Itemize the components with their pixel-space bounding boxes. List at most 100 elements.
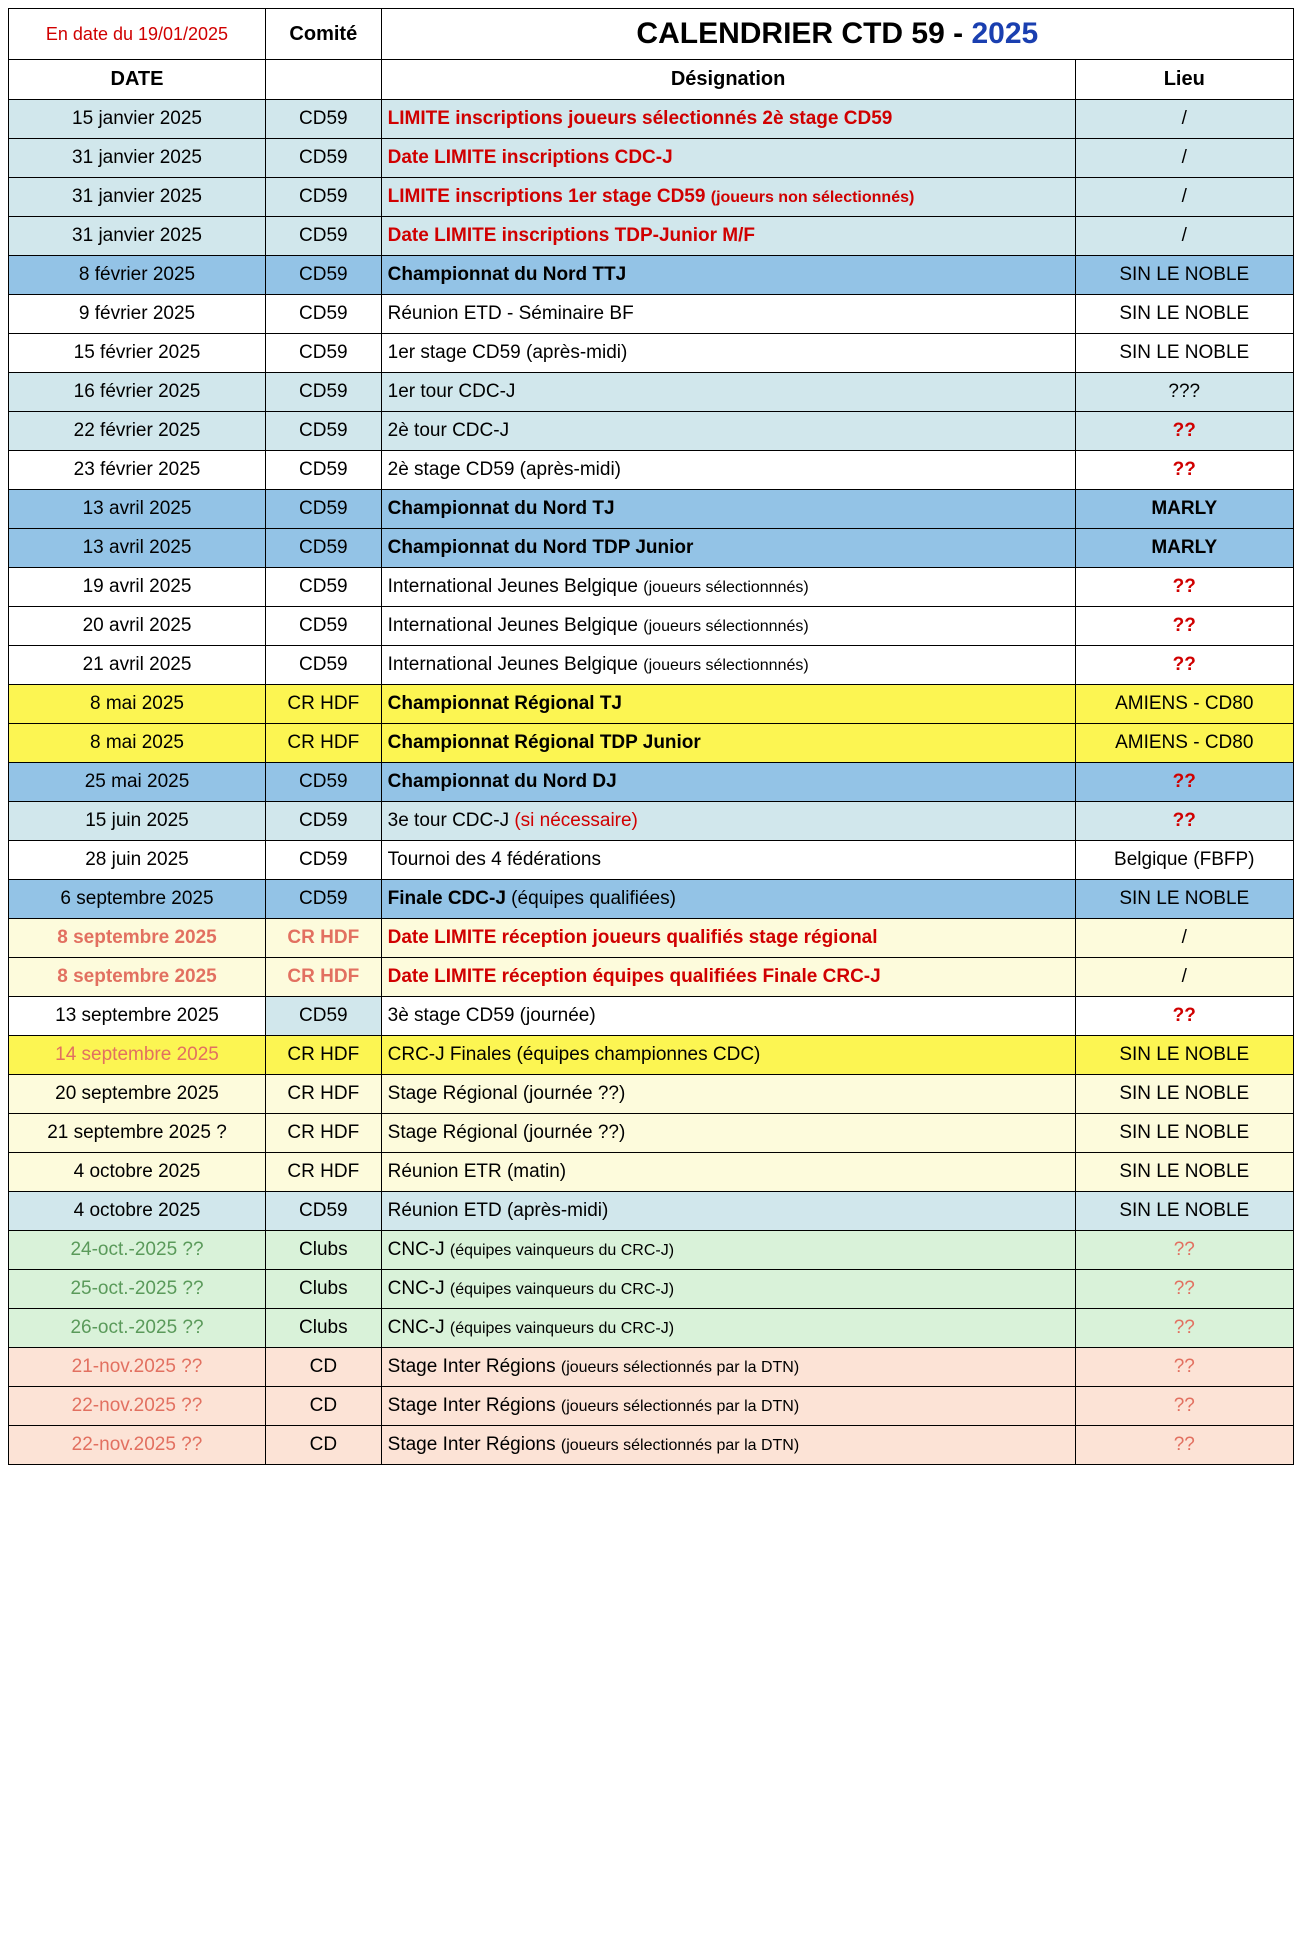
cell-date: 21-nov.2025 ??: [9, 1348, 266, 1387]
cell-designation: LIMITE inscriptions 1er stage CD59 (joue…: [381, 178, 1075, 217]
designation-text: 2è tour CDC-J: [388, 420, 509, 441]
cell-comite: Clubs: [266, 1309, 382, 1348]
designation-small: (équipes vainqueurs du CRC-J): [450, 1320, 674, 1337]
cell-date: 15 juin 2025: [9, 802, 266, 841]
cell-designation: International Jeunes Belgique (joueurs s…: [381, 646, 1075, 685]
cell-lieu: ??: [1075, 607, 1293, 646]
cell-lieu: ??: [1075, 1270, 1293, 1309]
designation-text: CNC-J: [388, 1239, 450, 1260]
cell-designation: CNC-J (équipes vainqueurs du CRC-J): [381, 1270, 1075, 1309]
cell-date: 31 janvier 2025: [9, 139, 266, 178]
designation-text: Stage Inter Régions: [388, 1395, 561, 1416]
designation-text: International Jeunes Belgique: [388, 654, 644, 675]
cell-lieu: ??: [1075, 997, 1293, 1036]
cell-comite: CR HDF: [266, 958, 382, 997]
designation-text: 1er stage CD59 (après-midi): [388, 342, 628, 363]
table-row: 31 janvier 2025CD59Date LIMITE inscripti…: [9, 217, 1294, 256]
cell-designation: CNC-J (équipes vainqueurs du CRC-J): [381, 1231, 1075, 1270]
cell-designation: Stage Inter Régions (joueurs sélectionné…: [381, 1426, 1075, 1465]
cell-date: 13 avril 2025: [9, 490, 266, 529]
cell-lieu: SIN LE NOBLE: [1075, 1192, 1293, 1231]
designation-text: CRC-J Finales (équipes championnes CDC): [388, 1044, 761, 1065]
table-row: 26-oct.-2025 ??ClubsCNC-J (équipes vainq…: [9, 1309, 1294, 1348]
cell-comite: CD59: [266, 997, 382, 1036]
designation-text: Stage Inter Régions: [388, 1356, 561, 1377]
cell-comite: CD59: [266, 1192, 382, 1231]
cell-designation: 1er stage CD59 (après-midi): [381, 334, 1075, 373]
table-row: 20 avril 2025CD59International Jeunes Be…: [9, 607, 1294, 646]
cell-comite: CD59: [266, 646, 382, 685]
cell-lieu: SIN LE NOBLE: [1075, 1075, 1293, 1114]
designation-text: Finale CDC-J: [388, 888, 512, 909]
cell-date: 22 février 2025: [9, 412, 266, 451]
table-row: 8 mai 2025CR HDFChampionnat Régional TDP…: [9, 724, 1294, 763]
table-row: 6 septembre 2025CD59Finale CDC-J (équipe…: [9, 880, 1294, 919]
cell-comite: CR HDF: [266, 1153, 382, 1192]
table-row: 4 octobre 2025CR HDFRéunion ETR (matin)S…: [9, 1153, 1294, 1192]
cell-lieu: SIN LE NOBLE: [1075, 880, 1293, 919]
designation-text: Réunion ETR (matin): [388, 1161, 566, 1182]
cell-date: 31 janvier 2025: [9, 178, 266, 217]
cell-comite: CD59: [266, 412, 382, 451]
designation-extra: (si nécessaire): [514, 810, 638, 831]
cell-date: 21 avril 2025: [9, 646, 266, 685]
designation-small: (joueurs sélectionnnés): [643, 618, 808, 635]
cell-designation: Championnat Régional TJ: [381, 685, 1075, 724]
cell-designation: Tournoi des 4 fédérations: [381, 841, 1075, 880]
cell-date: 19 avril 2025: [9, 568, 266, 607]
table-row: 23 février 2025CD592è stage CD59 (après-…: [9, 451, 1294, 490]
designation-text: LIMITE inscriptions joueurs sélectionnés…: [388, 108, 893, 129]
cell-date: 16 février 2025: [9, 373, 266, 412]
cell-lieu: ??: [1075, 451, 1293, 490]
cell-comite: Clubs: [266, 1231, 382, 1270]
cell-designation: Date LIMITE réception équipes qualifiées…: [381, 958, 1075, 997]
designation-small: (joueurs sélectionnés par la DTN): [561, 1437, 799, 1454]
designation-text: Date LIMITE réception équipes qualifiées…: [388, 966, 881, 987]
cell-comite: CD59: [266, 841, 382, 880]
cell-designation: Championnat du Nord TJ: [381, 490, 1075, 529]
header-comite-label: Comité: [266, 9, 382, 60]
designation-text: Date LIMITE réception joueurs qualifiés …: [388, 927, 878, 948]
designation-text: CNC-J: [388, 1278, 450, 1299]
cell-date: 28 juin 2025: [9, 841, 266, 880]
cell-comite: CR HDF: [266, 1075, 382, 1114]
table-row: 15 janvier 2025CD59LIMITE inscriptions j…: [9, 100, 1294, 139]
cell-date: 15 février 2025: [9, 334, 266, 373]
designation-text: Stage Régional (journée ??): [388, 1083, 626, 1104]
cell-date: 8 mai 2025: [9, 685, 266, 724]
cell-lieu: ??: [1075, 1387, 1293, 1426]
col-lieu: Lieu: [1075, 60, 1293, 100]
table-row: 15 février 2025CD591er stage CD59 (après…: [9, 334, 1294, 373]
cell-lieu: Belgique (FBFP): [1075, 841, 1293, 880]
designation-text: Championnat Régional TDP Junior: [388, 732, 701, 753]
table-row: 31 janvier 2025CD59Date LIMITE inscripti…: [9, 139, 1294, 178]
cell-designation: 2è tour CDC-J: [381, 412, 1075, 451]
table-row: 15 juin 2025CD593e tour CDC-J (si nécess…: [9, 802, 1294, 841]
table-row: 20 septembre 2025CR HDFStage Régional (j…: [9, 1075, 1294, 1114]
cell-comite: CD: [266, 1426, 382, 1465]
cell-designation: LIMITE inscriptions joueurs sélectionnés…: [381, 100, 1075, 139]
header-title-prefix: CALENDRIER CTD 59 -: [636, 17, 971, 50]
table-row: 16 février 2025CD591er tour CDC-J???: [9, 373, 1294, 412]
cell-date: 13 avril 2025: [9, 529, 266, 568]
cell-date: 8 février 2025: [9, 256, 266, 295]
cell-date: 26-oct.-2025 ??: [9, 1309, 266, 1348]
col-comite-empty: [266, 60, 382, 100]
cell-designation: International Jeunes Belgique (joueurs s…: [381, 568, 1075, 607]
cell-designation: Réunion ETD (après-midi): [381, 1192, 1075, 1231]
cell-designation: International Jeunes Belgique (joueurs s…: [381, 607, 1075, 646]
cell-designation: 2è stage CD59 (après-midi): [381, 451, 1075, 490]
cell-comite: CD59: [266, 178, 382, 217]
cell-lieu: AMIENS - CD80: [1075, 685, 1293, 724]
cell-designation: CRC-J Finales (équipes championnes CDC): [381, 1036, 1075, 1075]
cell-designation: Date LIMITE inscriptions TDP-Junior M/F: [381, 217, 1075, 256]
col-designation: Désignation: [381, 60, 1075, 100]
designation-small: (équipes vainqueurs du CRC-J): [450, 1242, 674, 1259]
cell-lieu: ??: [1075, 763, 1293, 802]
cell-date: 9 février 2025: [9, 295, 266, 334]
calendar-table: En date du 19/01/2025 Comité CALENDRIER …: [8, 8, 1294, 1465]
table-row: 22 février 2025CD592è tour CDC-J??: [9, 412, 1294, 451]
cell-comite: CD59: [266, 880, 382, 919]
table-row: 21-nov.2025 ??CDStage Inter Régions (jou…: [9, 1348, 1294, 1387]
header-date-label: En date du 19/01/2025: [9, 9, 266, 60]
